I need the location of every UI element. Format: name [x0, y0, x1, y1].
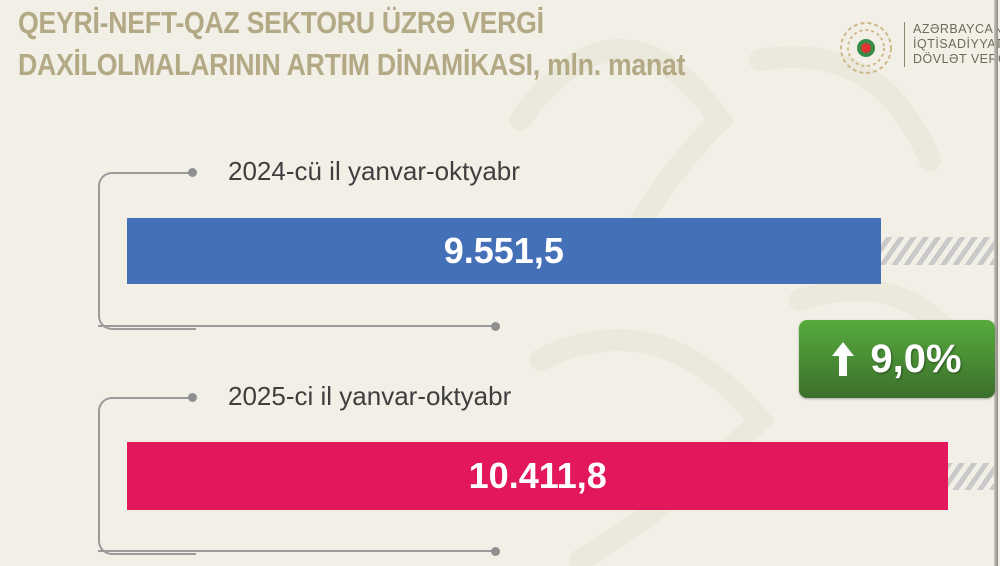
arrow-up-icon — [832, 342, 855, 376]
growth-value: 9,0% — [870, 336, 962, 381]
category-label-2025: 2025-ci il yanvar-oktyabr — [228, 381, 512, 411]
bar-remainder-2024 — [880, 237, 995, 265]
org-line-1: AZƏRBAYCAN R — [913, 22, 1000, 36]
bar-remainder-2025 — [948, 463, 995, 490]
growth-badge: 9,0% — [799, 320, 995, 398]
title-line-2: DAXİLOLMALARININ ARTIM DİNAMİKASI, mln. … — [18, 47, 686, 82]
bracket-2025-bottom — [98, 550, 496, 552]
chart-title: QEYRİ-NEFT-QAZ SEKTORU ÜZRƏ VERGİ DAXİLO… — [18, 2, 685, 86]
bracket-2024-bottom — [98, 325, 496, 327]
bracket-2024 — [98, 172, 196, 330]
dot — [491, 322, 500, 331]
value-label-2025: 10.411,8 — [468, 455, 607, 496]
dot — [188, 168, 197, 177]
organization-name: AZƏRBAYCAN R İQTİSADİYYAT N DÖVLƏT VERGİ… — [904, 22, 1000, 67]
dot — [188, 393, 197, 402]
bracket-2025 — [98, 397, 196, 555]
value-label-2024: 9.551,5 — [443, 230, 564, 271]
org-line-2: İQTİSADİYYAT N — [913, 37, 1000, 51]
bar-2024: 9.551,5 — [127, 218, 881, 284]
org-line-3: DÖVLƏT VERGİ X — [913, 52, 1000, 66]
tax-service-logo — [840, 22, 892, 74]
dot — [491, 547, 500, 556]
title-line-1: QEYRİ-NEFT-QAZ SEKTORU ÜZRƏ VERGİ — [18, 5, 544, 40]
bar-2025: 10.411,8 — [127, 442, 949, 510]
category-label-2024: 2024-cü il yanvar-oktyabr — [228, 156, 520, 186]
divider-line — [994, 0, 998, 566]
